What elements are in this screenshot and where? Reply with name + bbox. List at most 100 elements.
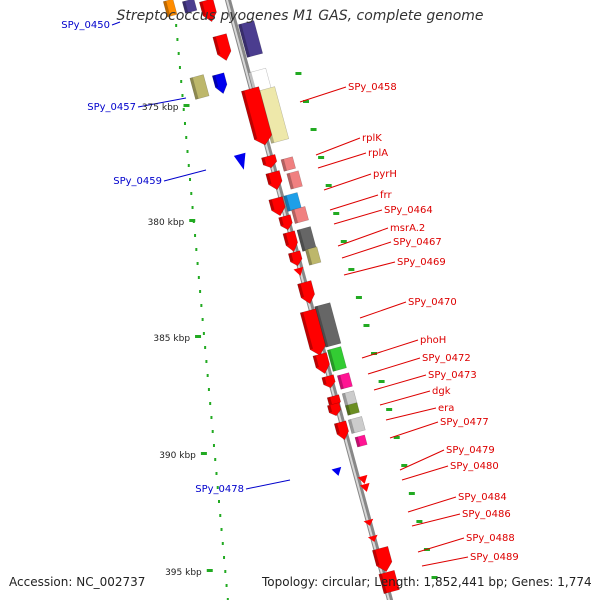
gene-arrow-shade [334,423,340,435]
gene-label: SPy_0484 [458,492,507,503]
scale-tick [183,104,190,107]
gene-arrow [278,214,293,231]
gene-label: rplK [362,133,382,144]
gene-label: SPy_0473 [428,370,477,381]
tick-dot [185,136,188,139]
gene-triangle [357,474,368,484]
gene-block-shade [286,173,294,190]
tick-mark [408,492,415,495]
topology-text: Topology: circular; Length: 1,852,441 bp… [262,575,592,589]
gene-arrow [288,250,303,267]
gene-feature [211,72,228,95]
gene-arrow [268,196,286,217]
gene-block [336,372,353,390]
tick-dot [219,514,222,517]
gene-arrow [211,72,228,95]
leader-line [401,465,449,481]
gene-arrow-shade [321,376,327,385]
gene-block-shade [327,349,336,372]
tick-dot [204,346,207,349]
gene-feature [286,170,303,190]
tick-mark [310,128,317,131]
tick-dot [205,360,208,363]
gene-block [238,20,263,58]
tick-dot [200,304,203,307]
gene-block-shade [238,23,251,58]
tick-dot [202,332,205,335]
leader-line-blue [163,169,207,182]
gene-triangle [367,534,378,542]
gene-arrow-shade [327,404,333,413]
gene-block [189,74,210,100]
gene-block [347,416,366,434]
gene-arrow-shade [265,173,272,185]
tick-dot [194,234,197,237]
leader-line [421,556,469,567]
tick-mark [325,184,332,187]
tick-dot [223,556,226,559]
tick-dot [186,150,189,153]
tick-dot [190,192,193,195]
gene-arrow-shade [241,90,258,140]
scale-tick [189,219,196,222]
gene-arrow-shade [372,549,380,566]
tick-mark [416,520,423,523]
gene-label: SPy_0486 [462,509,511,520]
gene-feature [233,152,246,170]
gene-feature [265,170,283,191]
tick-mark [363,324,370,327]
gene-arrow [261,154,278,169]
tick-dot [183,122,186,125]
gene-arrow-shade [199,1,206,16]
gene-label: SPy_0470 [408,297,457,308]
leader-line [361,339,419,359]
gene-arrow [312,352,330,375]
gene-block [378,569,400,595]
gene-feature [333,420,349,441]
gene-feature [189,74,210,100]
gene-label: phoH [420,335,446,346]
leader-line [299,86,347,103]
tick-dot [175,24,178,27]
leader-layer [111,21,469,567]
tick-dot [214,458,217,461]
gene-feature [288,250,303,267]
gene-feature [297,280,315,304]
tick-dot [209,402,212,405]
gene-feature [326,346,347,372]
scale-label: 375 kbp [142,103,179,113]
leader-line [389,421,439,439]
gene-feature [372,546,393,572]
gene-feature [268,196,286,217]
scale-label: 380 kbp [148,218,185,228]
leader-line [411,513,461,527]
gene-arrow-shade [327,396,332,405]
gene-block [181,0,198,14]
gene-arrow [327,402,342,417]
tick-mark [303,100,309,103]
gene-block [286,170,303,190]
leader-line [337,227,389,247]
gene-feature [283,192,302,212]
gene-arrow [297,280,315,304]
gene-feature [212,33,232,61]
gene-feature [331,466,342,476]
gene-triangle [233,152,246,170]
map-title: Streptococcus pyogenes M1 GAS, complete … [116,8,484,24]
gene-arrow [282,230,298,253]
tick-mark [401,464,408,467]
tick-dot [191,206,194,209]
tick-dot [221,542,224,545]
gene-feature [347,416,366,434]
gene-label: era [438,403,454,414]
leader-line [359,301,407,319]
tick-dot [176,38,179,41]
tick-dot [220,528,223,531]
tick-dot [218,500,220,503]
gene-feature [304,246,322,266]
gene-block [345,402,360,416]
tick-mark [393,436,400,439]
gene-block [162,0,178,18]
gene-arrow-shade [212,75,219,88]
